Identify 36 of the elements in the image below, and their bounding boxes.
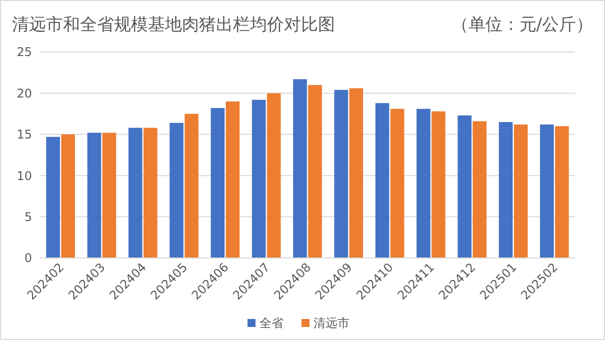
- bar: [540, 124, 554, 258]
- bar: [102, 132, 116, 258]
- bar: [61, 134, 75, 258]
- chart-subtitle: （单位：元/公斤）: [451, 15, 593, 35]
- bar: [472, 121, 487, 258]
- bar: [375, 103, 390, 258]
- bar: [308, 84, 322, 258]
- bar: [334, 90, 348, 258]
- y-tick-label: 10: [16, 168, 32, 183]
- bar: [252, 100, 266, 258]
- bar: [266, 93, 281, 258]
- bar: [87, 132, 102, 258]
- bar: [184, 114, 198, 258]
- bar: [293, 79, 307, 258]
- bar: [143, 128, 158, 258]
- bar: [226, 101, 240, 258]
- legend-label: 清远市: [314, 316, 350, 330]
- chart-title: 清远市和全省规模基地肉猪出栏均价对比图: [12, 15, 335, 35]
- y-tick-label: 15: [16, 128, 32, 142]
- bar: [458, 115, 472, 258]
- y-tick-label: 0: [24, 251, 32, 266]
- bar: [432, 111, 446, 258]
- bar: [210, 108, 225, 258]
- bar: [128, 128, 142, 258]
- bar: [170, 122, 184, 258]
- y-tick-label: 20: [16, 86, 32, 100]
- bar: [390, 108, 404, 258]
- bar: [46, 136, 60, 258]
- bar: [514, 124, 528, 258]
- legend-label: 全省: [260, 316, 284, 330]
- bar: [416, 108, 430, 258]
- bar: [498, 122, 513, 258]
- bar: [349, 88, 364, 258]
- bar: [555, 126, 569, 258]
- y-tick-label: 25: [16, 45, 32, 60]
- y-tick-label: 5: [24, 210, 32, 224]
